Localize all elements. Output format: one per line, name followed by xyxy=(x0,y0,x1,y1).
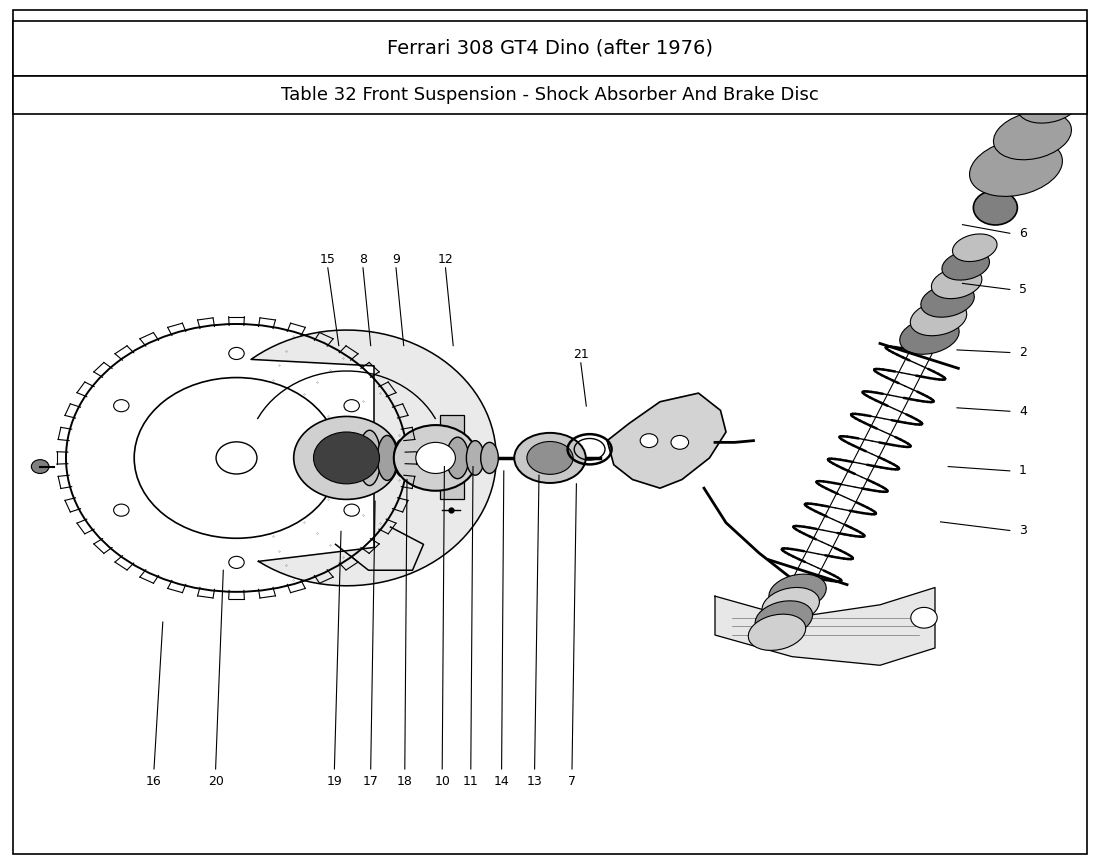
Bar xyxy=(440,415,464,499)
Text: 20: 20 xyxy=(208,775,223,789)
Bar xyxy=(13,21,1087,76)
Polygon shape xyxy=(607,393,726,488)
Circle shape xyxy=(416,442,455,473)
Ellipse shape xyxy=(762,588,820,624)
Ellipse shape xyxy=(900,317,959,354)
Ellipse shape xyxy=(359,430,381,486)
Ellipse shape xyxy=(911,301,967,336)
Circle shape xyxy=(294,416,399,499)
Ellipse shape xyxy=(769,574,826,610)
Ellipse shape xyxy=(748,614,805,651)
Circle shape xyxy=(31,460,48,473)
Ellipse shape xyxy=(993,111,1071,160)
Text: 19: 19 xyxy=(327,775,342,789)
Circle shape xyxy=(229,556,244,569)
Text: 12: 12 xyxy=(438,252,453,266)
Text: 8: 8 xyxy=(359,252,367,266)
Text: 13: 13 xyxy=(527,775,542,789)
Circle shape xyxy=(911,607,937,628)
Text: 11: 11 xyxy=(463,775,478,789)
Text: 9: 9 xyxy=(392,252,400,266)
Circle shape xyxy=(314,432,380,484)
Text: 17: 17 xyxy=(363,775,378,789)
Text: 18: 18 xyxy=(397,775,412,789)
Ellipse shape xyxy=(447,437,469,479)
Circle shape xyxy=(974,190,1018,225)
Text: 14: 14 xyxy=(494,775,509,789)
Ellipse shape xyxy=(953,234,997,262)
Polygon shape xyxy=(251,330,496,586)
Circle shape xyxy=(113,400,129,412)
Circle shape xyxy=(640,434,658,448)
Text: 10: 10 xyxy=(434,775,450,789)
Ellipse shape xyxy=(481,442,498,473)
Ellipse shape xyxy=(969,139,1063,196)
Text: 4: 4 xyxy=(1019,404,1027,418)
Ellipse shape xyxy=(1018,84,1080,123)
Polygon shape xyxy=(715,588,935,665)
Bar xyxy=(13,76,1087,114)
Text: Table 32 Front Suspension - Shock Absorber And Brake Disc: Table 32 Front Suspension - Shock Absorb… xyxy=(282,86,818,104)
Text: 15: 15 xyxy=(320,252,336,266)
Ellipse shape xyxy=(755,600,813,637)
Circle shape xyxy=(671,435,689,449)
Circle shape xyxy=(344,504,360,516)
Ellipse shape xyxy=(527,442,573,474)
Circle shape xyxy=(113,504,129,516)
Ellipse shape xyxy=(394,439,411,477)
Text: 3: 3 xyxy=(1019,524,1027,537)
Circle shape xyxy=(229,347,244,359)
Text: 21: 21 xyxy=(573,347,588,361)
Text: 2: 2 xyxy=(1019,346,1027,359)
Circle shape xyxy=(996,162,1028,188)
Ellipse shape xyxy=(942,251,990,280)
Text: 6: 6 xyxy=(1019,226,1027,240)
Ellipse shape xyxy=(394,425,477,491)
Ellipse shape xyxy=(466,441,484,475)
Ellipse shape xyxy=(515,433,585,483)
Text: 16: 16 xyxy=(146,775,162,789)
Ellipse shape xyxy=(932,267,982,299)
Text: 5: 5 xyxy=(1019,283,1027,296)
Text: 1: 1 xyxy=(1019,464,1027,478)
Ellipse shape xyxy=(377,435,397,480)
Circle shape xyxy=(344,400,360,412)
Text: 7: 7 xyxy=(568,775,576,789)
Ellipse shape xyxy=(921,284,975,317)
Text: Ferrari 308 GT4 Dino (after 1976): Ferrari 308 GT4 Dino (after 1976) xyxy=(387,39,713,58)
